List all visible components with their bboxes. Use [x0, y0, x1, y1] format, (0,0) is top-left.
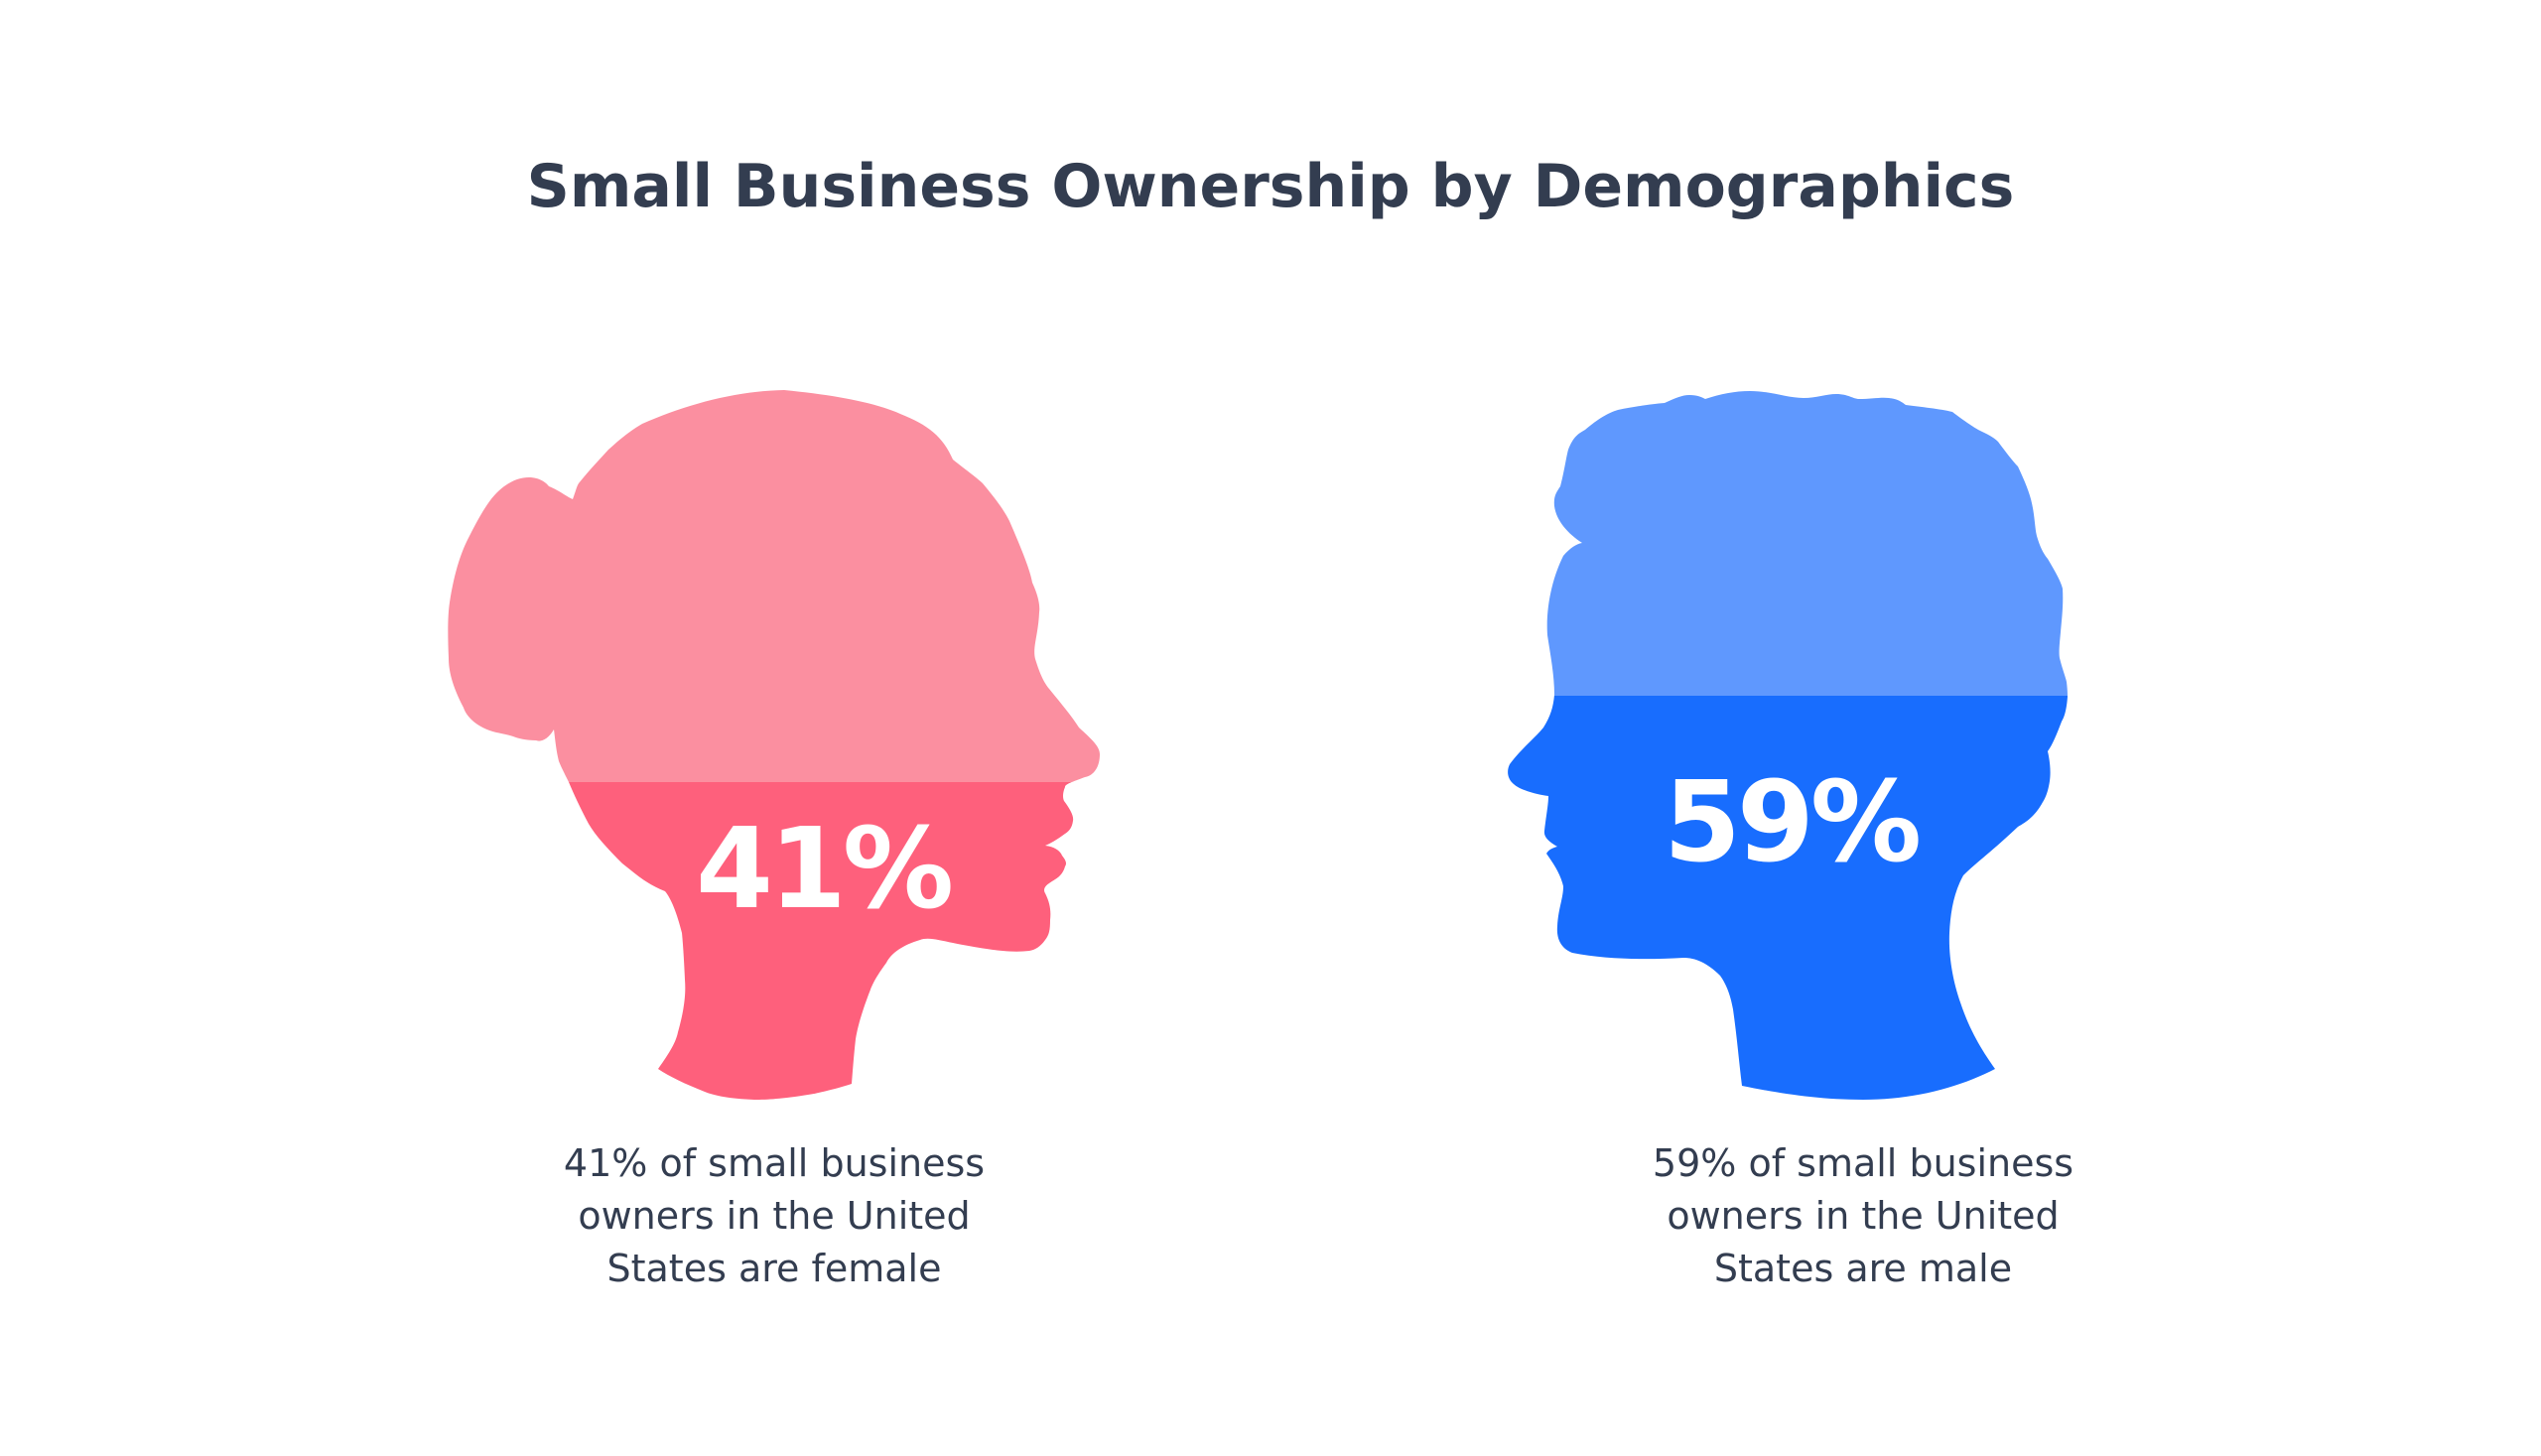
caption-line: 41% of small business: [563, 1141, 986, 1185]
male-head-silhouette-icon: [1508, 391, 2068, 1100]
female-percent-label: 41%: [695, 805, 954, 934]
caption-line: States are male: [1713, 1247, 2013, 1290]
caption-line: owners in the United: [1667, 1194, 2060, 1238]
caption-line: States are female: [606, 1247, 942, 1290]
female-caption: 41% of small business owners in the Unit…: [467, 1137, 1082, 1295]
chart-title: Small Business Ownership by Demographics: [526, 152, 2015, 221]
female-head-silhouette-icon: [448, 390, 1100, 1100]
male-caption: 59% of small business owners in the Unit…: [1555, 1137, 2171, 1295]
caption-line: owners in the United: [578, 1194, 971, 1238]
caption-line: 59% of small business: [1652, 1141, 2074, 1185]
male-percent-label: 59%: [1663, 758, 1922, 887]
